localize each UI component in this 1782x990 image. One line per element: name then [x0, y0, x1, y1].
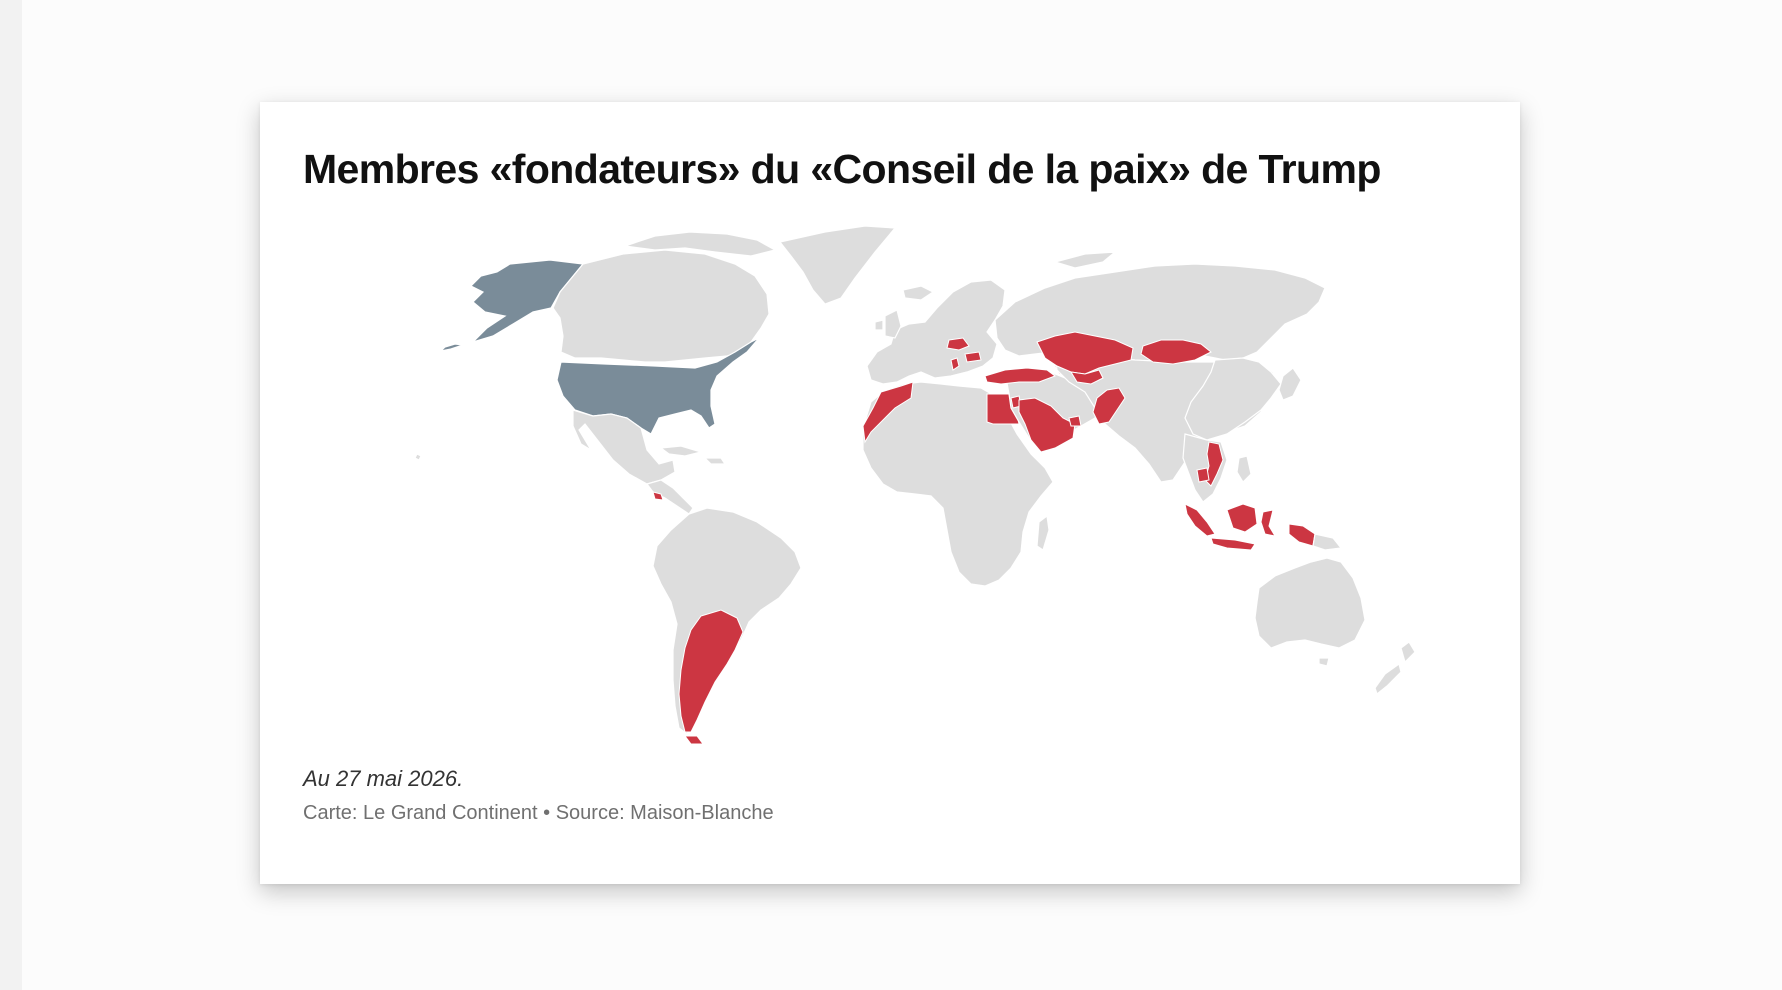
country-papua-new-guinea	[1312, 533, 1343, 551]
country-ireland	[874, 319, 884, 331]
arctic-islands-russia	[1052, 251, 1117, 269]
country-bulgaria	[964, 351, 982, 363]
country-indonesia-sumatra	[1184, 503, 1216, 537]
country-argentina-tdf	[684, 735, 704, 745]
country-philippines	[1236, 455, 1252, 483]
page-edge	[0, 0, 22, 990]
country-new-zealand	[1400, 641, 1416, 664]
hawaii	[414, 453, 422, 461]
country-indonesia-papua	[1288, 523, 1316, 547]
country-argentina	[678, 609, 744, 733]
country-usa-aleutians	[439, 343, 464, 352]
source-credit: Carte: Le Grand Continent • Source: Mais…	[303, 802, 774, 824]
country-mongolia	[1140, 339, 1212, 365]
central-america	[645, 479, 694, 515]
country-mexico	[572, 409, 676, 485]
country-uzbekistan	[1070, 369, 1104, 385]
country-cuba	[659, 445, 704, 457]
country-saudi-arabia	[1018, 397, 1076, 453]
country-vietnam	[1204, 441, 1224, 487]
country-uk	[884, 309, 902, 339]
east-asia	[1184, 357, 1282, 441]
country-iceland	[902, 285, 935, 301]
country-uae-qatar	[1068, 415, 1082, 427]
caribbean-islands	[703, 457, 727, 465]
country-indonesia-java	[1210, 537, 1256, 551]
country-madagascar	[1036, 514, 1050, 551]
world-map-svg	[414, 225, 1416, 745]
map-card: Membres «fondateurs» du «Conseil de la p…	[260, 102, 1520, 884]
world-map	[355, 212, 1465, 762]
country-australia	[1254, 557, 1366, 649]
country-cambodia	[1196, 467, 1210, 483]
arctic-islands-canada	[624, 231, 777, 257]
country-hungary	[946, 337, 970, 351]
country-kazakhstan	[1036, 331, 1134, 375]
country-indonesia-sulawesi	[1260, 509, 1277, 537]
country-canada	[552, 249, 770, 363]
tasmania	[1318, 657, 1330, 667]
date-note: Au 27 mai 2026.	[303, 766, 464, 791]
country-morocco	[862, 381, 914, 444]
map-title: Membres «fondateurs» du «Conseil de la p…	[303, 146, 1381, 192]
country-albania-kosovo	[950, 357, 960, 371]
country-el-salvador	[652, 491, 664, 501]
country-turkey	[984, 367, 1057, 385]
country-pakistan	[1092, 387, 1126, 425]
country-greenland	[778, 225, 897, 305]
country-indonesia-borneo	[1226, 503, 1258, 533]
country-new-zealand-south	[1374, 662, 1402, 696]
africa	[862, 381, 1054, 587]
country-japan	[1278, 367, 1302, 401]
